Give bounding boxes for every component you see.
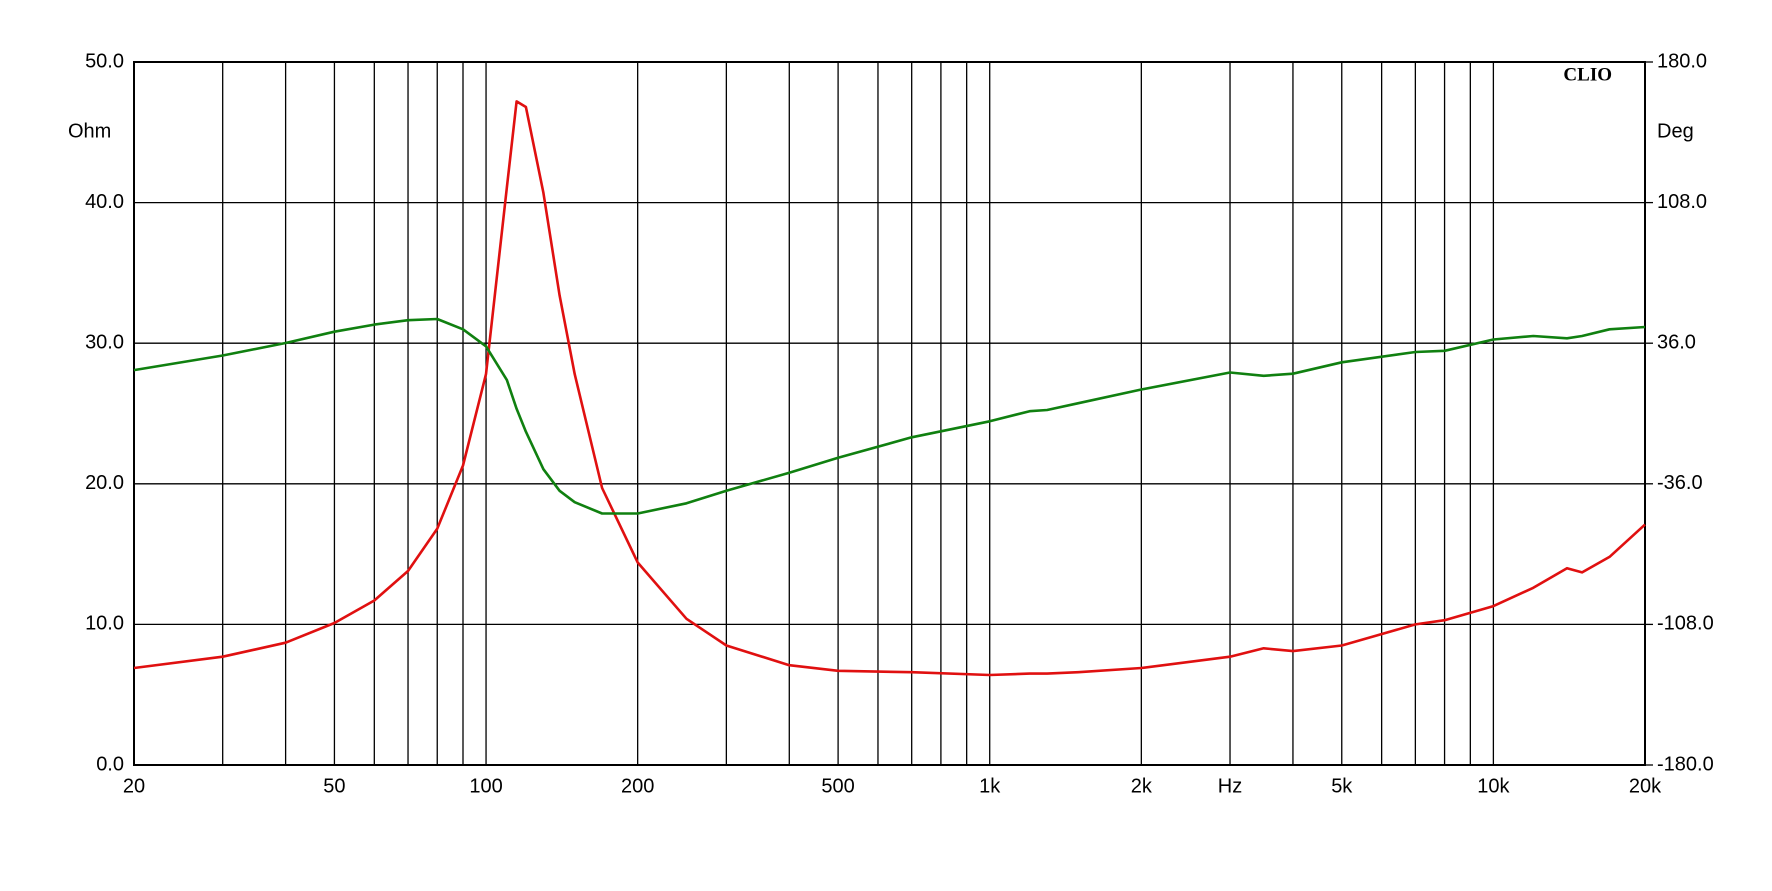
- x-tick-label: 1k: [979, 775, 1001, 797]
- plot-frame: [133, 61, 1646, 766]
- x-tick-label: Hz: [1218, 775, 1242, 797]
- x-tick-label: 20: [123, 775, 145, 797]
- x-tick-label: 50: [323, 775, 345, 797]
- x-tick-label: 10k: [1477, 775, 1510, 797]
- y2-tick-label: -108.0: [1657, 613, 1714, 635]
- y-axis-label: Ohm: [68, 120, 111, 142]
- y2-tick-label: 36.0: [1657, 331, 1696, 353]
- series-line: [133, 100, 1646, 677]
- x-tick-label: 20k: [1629, 775, 1662, 797]
- series-line: [133, 317, 1646, 515]
- y-tick-label: 40.0: [85, 191, 124, 213]
- x-tick-label: 100: [469, 775, 502, 797]
- brand: CLIO: [1563, 64, 1612, 85]
- y-tick-label: 0.0: [96, 753, 124, 775]
- y2-tick-label: 180.0: [1657, 50, 1707, 72]
- x-tick-label: 500: [821, 775, 854, 797]
- y-tick-label: 20.0: [85, 472, 124, 494]
- y-tick-label: 10.0: [85, 613, 124, 635]
- y2-tick-label: -180.0: [1657, 753, 1714, 775]
- x-tick-label: 200: [621, 775, 654, 797]
- x-tick-label: 5k: [1331, 775, 1353, 797]
- y2-tick-label: -36.0: [1657, 472, 1703, 494]
- y-tick-label: 30.0: [85, 331, 124, 353]
- y2-axis-label: Deg: [1657, 120, 1694, 142]
- x-tick-label: 2k: [1131, 775, 1153, 797]
- y-tick-label: 50.0: [85, 50, 124, 72]
- y2-tick-label: 108.0: [1657, 191, 1707, 213]
